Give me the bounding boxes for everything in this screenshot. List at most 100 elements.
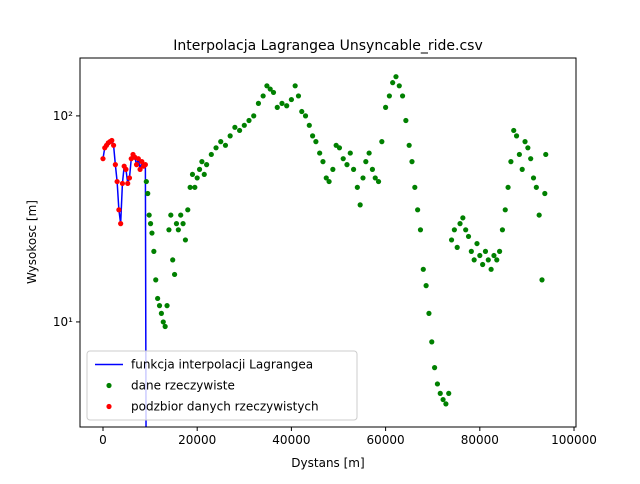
point (320, 159, 326, 165)
point (180, 221, 186, 227)
legend-box (86, 350, 358, 421)
point (299, 108, 305, 115)
point (118, 221, 124, 227)
point (423, 283, 429, 289)
point (175, 227, 181, 233)
point (170, 257, 176, 263)
point (386, 93, 392, 99)
point (482, 248, 489, 254)
point (533, 184, 539, 190)
point (460, 215, 466, 221)
point (213, 145, 219, 151)
point (137, 166, 143, 172)
point (160, 319, 166, 325)
point (357, 202, 363, 208)
point (543, 151, 549, 158)
point (454, 244, 460, 250)
point (505, 184, 511, 190)
point (164, 303, 170, 309)
point (542, 190, 548, 197)
point (446, 390, 452, 396)
point (366, 150, 372, 156)
point (284, 103, 290, 109)
point (350, 166, 357, 172)
point (232, 124, 238, 130)
point (151, 248, 157, 254)
point (323, 175, 329, 181)
point (437, 390, 443, 396)
point (494, 257, 500, 263)
point (330, 166, 336, 172)
point (201, 171, 207, 178)
point (508, 159, 514, 165)
x-tick-label: 20000 (178, 433, 216, 447)
point (396, 83, 402, 89)
point (109, 137, 115, 144)
point (166, 227, 172, 233)
point (468, 248, 474, 254)
point (496, 248, 503, 254)
point (306, 122, 312, 128)
point (139, 159, 145, 165)
point (393, 74, 399, 80)
point (448, 237, 455, 243)
point (347, 150, 353, 156)
point (471, 257, 477, 263)
legend-label: dane rzeczywiste (131, 379, 235, 393)
point (267, 86, 273, 92)
point (302, 113, 309, 119)
x-tick-label: 0 (99, 433, 107, 447)
point (196, 166, 203, 172)
point (110, 142, 117, 148)
point (168, 212, 174, 218)
point (119, 180, 126, 187)
point (440, 396, 446, 403)
point (135, 156, 141, 162)
point (309, 133, 316, 139)
x-tick-label: 40000 (272, 433, 310, 447)
point (125, 180, 131, 187)
point (126, 175, 133, 181)
point (375, 178, 382, 185)
point (145, 190, 151, 197)
point (187, 184, 193, 190)
point (255, 100, 262, 106)
point (112, 162, 118, 168)
point (199, 159, 205, 165)
point (457, 221, 463, 227)
point (236, 127, 243, 134)
point (260, 93, 266, 99)
point (313, 139, 319, 145)
point (227, 133, 233, 139)
point (246, 117, 252, 124)
point (480, 261, 486, 268)
point (539, 277, 545, 283)
point (379, 139, 385, 145)
point (390, 80, 396, 86)
point (158, 310, 164, 316)
point (194, 175, 200, 181)
axes-frame (79, 57, 577, 428)
point (116, 207, 122, 213)
point (420, 266, 426, 272)
point (279, 100, 285, 106)
point (155, 295, 161, 302)
point (516, 151, 522, 158)
point (519, 166, 525, 172)
point (530, 175, 537, 181)
point (182, 237, 189, 243)
legend-marker (106, 403, 112, 410)
point (114, 178, 120, 185)
point (417, 227, 424, 233)
point (133, 162, 140, 168)
point (488, 266, 494, 272)
point (171, 271, 178, 278)
point (451, 227, 457, 233)
point (295, 93, 302, 99)
point (208, 151, 214, 158)
point (156, 303, 163, 309)
point (409, 159, 415, 165)
point (363, 159, 369, 165)
point (344, 162, 350, 168)
point (251, 113, 257, 119)
